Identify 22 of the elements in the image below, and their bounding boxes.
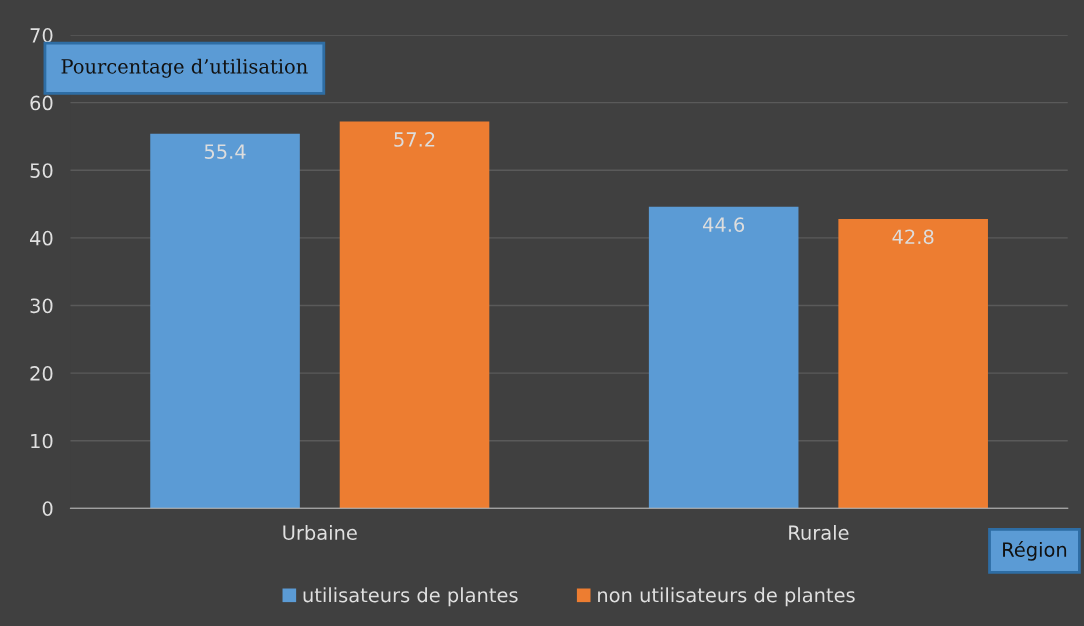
x-tick-label: Urbaine — [283, 524, 357, 541]
y-tick-label: 60 — [30, 95, 53, 111]
data-label: 42.8 — [892, 229, 934, 245]
y-tick-label: 30 — [30, 298, 53, 314]
bar — [838, 218, 988, 509]
x-tick-label: Rurale — [789, 524, 849, 541]
bar — [648, 206, 799, 509]
bar — [339, 121, 490, 509]
bar — [150, 133, 300, 509]
x-axis-title: Région — [1003, 541, 1067, 561]
legend-label: non utilisateurs de plantes — [598, 587, 855, 607]
y-tick-label: 0 — [42, 501, 53, 516]
y-tick-label: 50 — [30, 163, 53, 178]
data-label: 44.6 — [702, 217, 745, 232]
y-tick-label: 40 — [30, 230, 53, 246]
legend-label: utilisateurs de plantes — [303, 587, 518, 607]
data-label: 55.4 — [204, 144, 246, 159]
data-label: 57.2 — [394, 132, 435, 147]
y-tick-label: 20 — [30, 366, 53, 381]
y-tick-label: 70 — [30, 28, 53, 43]
y-tick-label: 10 — [31, 433, 53, 449]
y-axis-title: Pourcentage d’utilisation — [61, 58, 308, 78]
